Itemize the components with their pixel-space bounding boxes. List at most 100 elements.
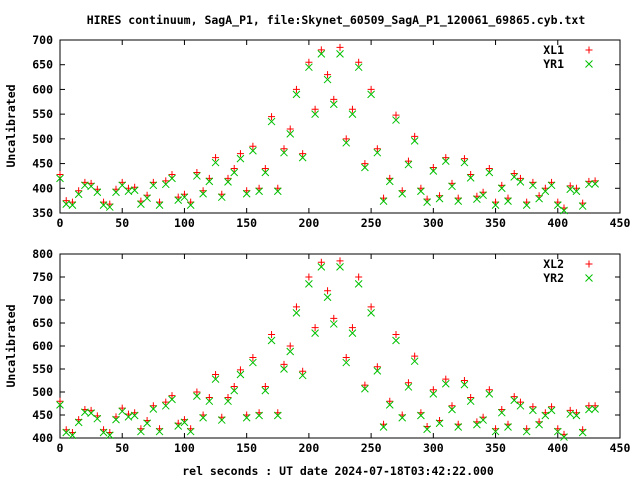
data-point — [591, 402, 599, 410]
data-point — [317, 49, 326, 58]
data-point — [578, 202, 587, 210]
data-point — [411, 132, 419, 140]
data-point — [354, 63, 363, 72]
data-point — [236, 370, 245, 379]
data-point — [161, 401, 170, 410]
data-point — [435, 419, 444, 428]
data-point — [105, 203, 114, 211]
data-point — [460, 155, 468, 163]
data-point — [429, 389, 438, 398]
data-point — [429, 164, 437, 172]
data-point — [268, 331, 276, 338]
data-point — [137, 200, 145, 208]
data-point — [286, 125, 294, 133]
data-point — [162, 177, 170, 185]
y-tick-label: 700 — [32, 293, 53, 307]
data-point — [212, 154, 220, 162]
data-point — [292, 90, 301, 99]
data-point — [585, 402, 593, 410]
data-point — [186, 201, 195, 209]
data-point — [224, 397, 232, 406]
data-point — [516, 178, 525, 186]
data-point — [361, 384, 369, 393]
data-point — [286, 342, 294, 350]
data-point — [510, 396, 519, 405]
data-point — [348, 105, 356, 113]
data-point — [267, 336, 276, 345]
data-point — [273, 187, 282, 196]
data-point — [298, 371, 307, 380]
data-point — [411, 352, 419, 360]
x-tick-label: 200 — [298, 216, 319, 230]
data-point — [230, 165, 238, 173]
x-tick-label: 0 — [57, 216, 64, 230]
data-point — [317, 46, 325, 54]
data-point — [224, 178, 232, 186]
data-point — [168, 170, 176, 178]
bottom-y-axis-label: Uncalibrated — [4, 304, 18, 387]
data-point — [193, 392, 201, 400]
data-point — [75, 187, 83, 195]
bottom-series-marks — [56, 257, 599, 441]
data-point — [324, 71, 332, 79]
data-point — [367, 90, 375, 99]
top-y-axis-label: Uncalibrated — [4, 84, 18, 167]
data-point — [553, 427, 562, 436]
data-point — [585, 180, 593, 189]
data-point — [186, 427, 195, 436]
data-point — [572, 411, 581, 420]
series-XL2-points — [56, 257, 599, 438]
data-point — [298, 153, 307, 162]
data-point — [348, 110, 357, 118]
data-point — [553, 201, 562, 209]
series-YR1-points — [56, 49, 599, 215]
data-point — [578, 428, 587, 437]
data-point — [286, 347, 295, 356]
data-point — [155, 427, 164, 436]
data-point — [236, 366, 244, 374]
legend-marker — [585, 274, 593, 282]
data-point — [261, 382, 269, 390]
data-point — [93, 414, 102, 423]
data-point — [323, 75, 332, 84]
data-point — [441, 157, 450, 165]
data-point — [224, 174, 232, 182]
data-point — [205, 394, 213, 402]
data-point — [342, 138, 351, 147]
data-point — [329, 320, 338, 328]
data-point — [149, 405, 158, 413]
x-axis-label: rel seconds : UT date 2024-07-18T03:42:2… — [182, 464, 494, 478]
data-point — [442, 154, 450, 162]
data-point — [249, 358, 257, 367]
data-point — [174, 422, 183, 430]
data-point — [62, 197, 70, 205]
data-point — [516, 398, 524, 406]
data-point — [149, 181, 158, 190]
data-point — [62, 200, 71, 208]
data-point — [560, 433, 568, 441]
data-point — [454, 423, 463, 431]
y-tick-label: 550 — [32, 107, 53, 121]
data-point — [74, 418, 83, 427]
data-point — [479, 416, 487, 424]
x-tick-label: 450 — [610, 441, 631, 455]
data-point — [68, 201, 77, 209]
data-point — [591, 405, 599, 413]
data-point — [305, 280, 313, 288]
data-point — [336, 49, 344, 58]
data-point — [535, 194, 543, 203]
top-axes: 0 50 100 150 200 250 300 350 400 450 350 400 450 500 5… — [32, 33, 630, 230]
legend-marker — [585, 60, 593, 68]
data-point — [516, 401, 525, 410]
data-point — [392, 111, 400, 119]
x-tick-label: 350 — [485, 441, 506, 455]
data-point — [317, 263, 326, 271]
data-point — [130, 411, 139, 420]
data-point — [572, 187, 581, 196]
data-point — [56, 174, 64, 183]
data-point — [522, 201, 531, 209]
data-point — [249, 146, 257, 155]
data-point — [311, 105, 319, 113]
data-point — [342, 354, 350, 361]
data-point — [435, 194, 444, 203]
